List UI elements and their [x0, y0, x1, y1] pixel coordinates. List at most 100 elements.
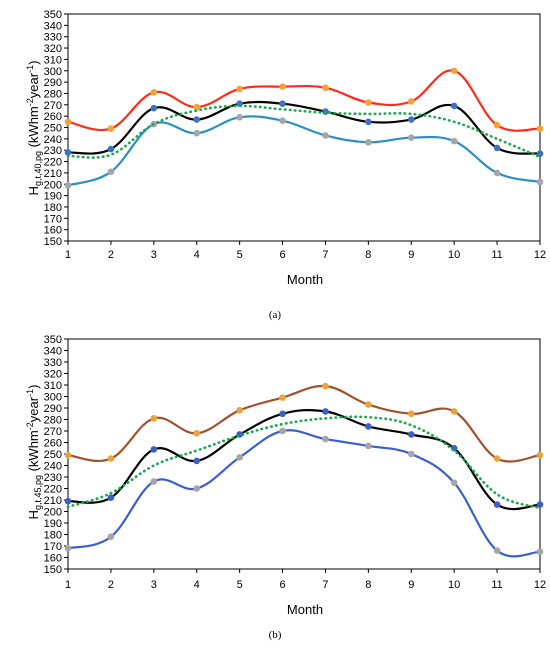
chart-a-x-tick-label: 6 — [279, 249, 285, 261]
chart-b-y-tick-label: 220 — [44, 484, 62, 496]
chart-b-panel-label: (b) — [269, 629, 282, 641]
chart-b-x-tick-label: 12 — [534, 579, 546, 591]
chart-a-y-tick-label: 310 — [44, 54, 62, 66]
chart-b-series-2-point — [450, 444, 458, 452]
chart-a-series-1-point — [322, 84, 329, 92]
chart-b-series-1-point — [536, 451, 544, 459]
chart-a-y-tick-label: 160 — [44, 225, 62, 237]
chart-a-series-3-point — [193, 129, 201, 137]
chart-b-series-1-line — [66, 384, 542, 463]
chart-a-x-tick-label: 7 — [322, 249, 328, 261]
chart-a-y-tick-label: 250 — [44, 123, 62, 135]
chart-a-series-3-point — [407, 134, 415, 142]
chart-b-series-1-point — [150, 415, 158, 422]
chart-b-y-tick-label: 200 — [44, 507, 62, 519]
chart-a-series-1-point — [536, 125, 544, 132]
chart-b-series-1-point — [193, 430, 201, 437]
chart-b-series-2-point — [279, 410, 286, 418]
chart-a-series-3-point — [236, 113, 243, 121]
chart-b-x-tick-label: 5 — [237, 579, 243, 591]
chart-a-y-tick-label: 240 — [44, 134, 62, 146]
chart-b-ylabel: Hg,t,45,pg (kWhm-2year-1) — [25, 385, 43, 520]
chart-a-series-1-point — [64, 118, 72, 126]
chart-a-y-tick-label: 320 — [44, 43, 62, 55]
chart-a-y-tick-label: 230 — [44, 145, 62, 157]
chart-a-series-1-point — [236, 85, 243, 93]
chart-b-series-3-point — [365, 442, 372, 450]
chart-b-y-tick-label: 300 — [44, 392, 62, 404]
chart-a-series-3-point — [279, 117, 286, 124]
chart-a-series-2-point — [365, 118, 372, 126]
chart-a-panel-label: (a) — [269, 309, 282, 321]
chart-a-marks: 1501601701801902002102202302402502602702… — [44, 9, 546, 261]
chart-b-y-tick-label: 190 — [44, 518, 62, 530]
chart-a-series-3-point — [536, 178, 544, 186]
chart-a-x-tick-label: 1 — [65, 249, 71, 261]
chart-a-series-2-point — [150, 104, 158, 112]
chart-b-x-tick-label: 7 — [322, 579, 328, 591]
chart-a-series-1-point — [193, 103, 201, 111]
chart-a-series-2-point — [64, 149, 72, 156]
chart-b-y-tick-label: 150 — [44, 564, 62, 576]
chart-b-series-3-line — [66, 429, 542, 558]
chart-a-y-tick-label: 340 — [44, 20, 62, 32]
chart-b-series-3-point — [322, 435, 329, 443]
chart-a-x-tick-label: 10 — [448, 249, 460, 261]
chart-b-y-tick-label: 250 — [44, 449, 62, 461]
chart-a-y-tick-label: 330 — [44, 32, 62, 44]
chart-b-series-3-point — [107, 533, 115, 541]
chart-a-x-tick-label: 2 — [108, 249, 114, 261]
chart-a-series-3-point — [365, 138, 372, 146]
chart-b-y-tick-label: 160 — [44, 553, 62, 565]
chart-a-y-tick-label: 180 — [44, 202, 62, 214]
chart-a-xlabel: Month — [287, 272, 323, 287]
chart-b-series-3-point — [236, 454, 243, 461]
chart-b-y-tick-label: 240 — [44, 461, 62, 473]
chart-a-series-2-point — [193, 116, 201, 123]
chart-a-x-tick-label: 4 — [194, 249, 200, 261]
chart-a-series-1-point — [150, 89, 158, 96]
chart-b-series-1-point — [236, 407, 243, 414]
chart-b-series-1-point — [365, 401, 372, 408]
chart-panel-a: 1501601701801902002102202302402502602702… — [25, 9, 546, 321]
chart-a-series-3-point — [64, 182, 72, 189]
chart-b-x-tick-label: 4 — [194, 579, 200, 591]
chart-b-series-3-point — [493, 547, 501, 554]
chart-a-series-2-point — [279, 100, 286, 107]
chart-b-series-2-point — [150, 446, 158, 453]
chart-a-series-1-point — [107, 125, 115, 132]
chart-b-y-tick-label: 270 — [44, 426, 62, 438]
chart-b-series-3-point — [536, 548, 544, 556]
chart-b-series-2-point — [407, 431, 415, 438]
chart-a-y-tick-label: 220 — [44, 157, 62, 169]
chart-a-x-tick-label: 12 — [534, 249, 546, 261]
chart-b-y-tick-label: 330 — [44, 357, 62, 369]
chart-b-y-tick-label: 170 — [44, 541, 62, 553]
chart-b-series-2-point — [322, 408, 329, 415]
chart-b-x-tick-label: 3 — [151, 579, 157, 591]
chart-a-y-tick-label: 280 — [44, 88, 62, 100]
chart-b-y-tick-label: 230 — [44, 472, 62, 484]
chart-a-series-3-point — [493, 169, 501, 177]
chart-a-y-tick-label: 150 — [44, 236, 62, 248]
chart-a-series-1-line — [66, 69, 542, 132]
chart-b-series-1-point — [64, 451, 72, 459]
chart-a-series-3-point — [450, 137, 458, 145]
chart-a-series-3-point — [322, 132, 329, 139]
chart-a-x-tick-label: 11 — [491, 249, 502, 261]
chart-b-y-tick-label: 180 — [44, 530, 62, 542]
chart-b-series-2-point — [107, 494, 115, 502]
chart-b-series-1-point — [279, 394, 286, 401]
chart-b-marks: 1501601701801902002102202302402502602702… — [44, 334, 546, 591]
chart-b-series-1-point — [493, 455, 501, 462]
chart-b-y-tick-label: 210 — [44, 495, 62, 507]
chart-b-xlabel: Month — [287, 602, 323, 617]
chart-a-series-1-point — [279, 83, 286, 90]
chart-b-x-tick-label: 11 — [491, 579, 502, 591]
chart-b-x-tick-label: 6 — [279, 579, 285, 591]
chart-b-y-tick-label: 350 — [44, 334, 62, 346]
chart-a-series-1-point — [450, 67, 458, 75]
chart-b-series-2-point — [64, 497, 72, 505]
chart-a-series-2-point — [450, 102, 458, 110]
